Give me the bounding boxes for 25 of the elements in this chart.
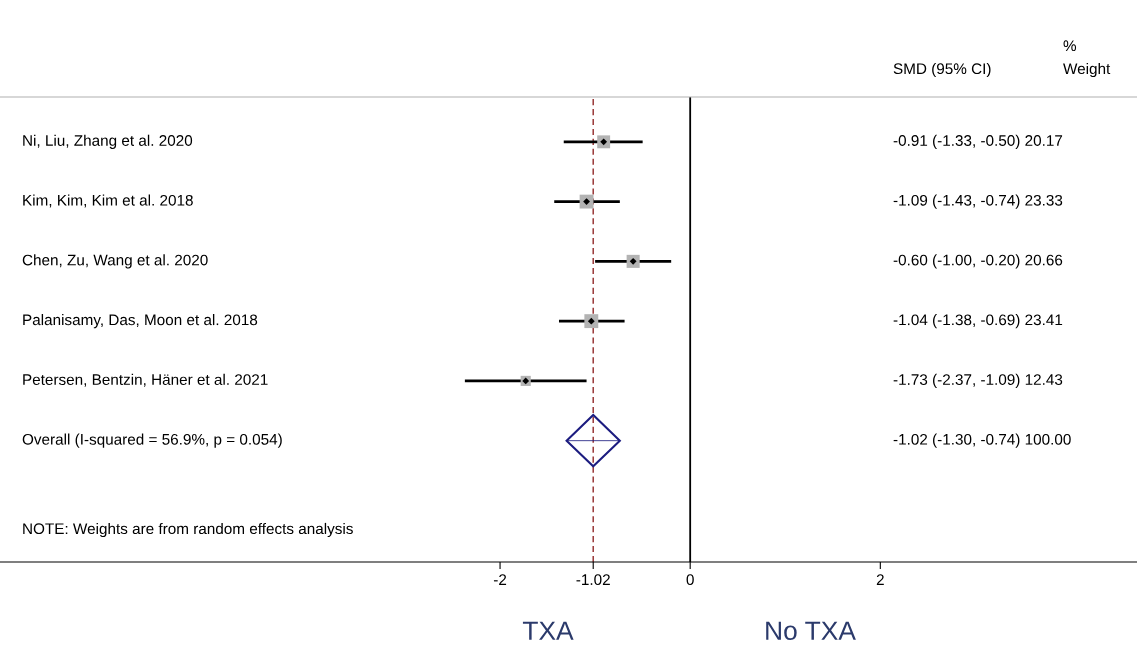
y-tick-label: Kim, Kim, Kim et al. 2018 [23,194,193,208]
annotation: -1.09 (-1.43, -0.74) 23.33 [893,194,1063,209]
annotation: -0.60 (-1.00, -0.20) 20.66 [893,254,1063,269]
x-tick-label: -1.02 [576,574,610,586]
x-tick-label: -2 [493,574,507,585]
text: TXA [522,621,574,640]
text: SMD (95% CI) [893,62,991,78]
text: NOTE: Weights are from random effects analysis [23,522,353,538]
point [565,413,621,468]
y-tick-label: Overall (I-squared = 56.9%, p = 0.054) [22,433,282,448]
annotation: -1.73 (-2.37, -1.09) 12.43 [893,373,1063,389]
text: No TXA [766,621,856,641]
x-tick-label: 2 [876,574,884,585]
annotation: -0.91 (-1.33, -0.50) 20.17 [893,134,1063,149]
y-tick-label: Palanisamy, Das, Moon et al. 2018 [23,314,258,329]
y-tick-label: Petersen, Bentzin, Häner et al. 2021 [23,373,268,387]
point [584,314,599,329]
text: Weight [1063,62,1111,78]
y-tick-label: Ni, Liu, Zhang et al. 2020 [23,134,193,149]
annotation: -1.02 (-1.30, -0.74) 100.00 [893,433,1071,448]
x-tick-label: 0 [686,574,694,586]
point [579,194,594,209]
annotation: -1.04 (-1.38, -0.69) 23.41 [893,314,1063,329]
text: % [1063,40,1077,52]
y-tick-label: Chen, Zu, Wang et al. 2020 [22,254,208,269]
